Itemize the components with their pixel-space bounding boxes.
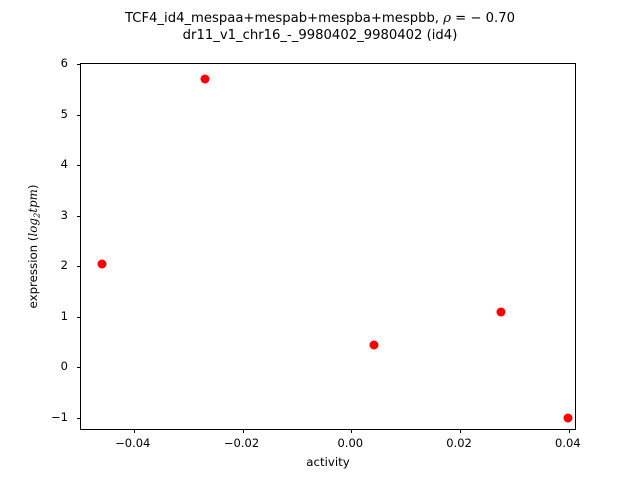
data-point-marker [563,413,573,423]
y-axis-tick [77,367,81,369]
y-axis-tick [77,114,81,116]
data-point-marker [496,307,506,317]
y-axis-tick [77,64,81,65]
x-axis-tick [133,429,135,433]
y-axis-tick [77,215,81,217]
rho-value: = − 0.70 [450,11,516,26]
y-axis-tick-label: −1 [51,409,68,424]
y-axis-tick-label: 6 [60,56,68,70]
x-axis-tick-label: 0.00 [337,436,364,450]
x-axis-tick-label: 0.02 [446,436,472,450]
x-axis-tick-label: 0.04 [555,436,581,450]
y-axis-tick [77,266,81,268]
x-axis-tick-label: −0.04 [115,436,151,450]
data-point-marker [369,340,379,350]
y-axis-label-math-sub: 2 [32,212,43,219]
y-axis-label-math-tail: tpm [26,189,40,213]
y-axis-tick [77,165,81,167]
chart-title-line-2: dr11_v1_chr16_-_9980402_9980402 (id4) [182,28,458,43]
x-axis-tick [568,429,570,433]
x-axis-label: activity [306,455,350,469]
chart-title: TCF4_id4_mespaa+mespab+mespba+mespbb, ρ … [0,10,640,44]
y-axis-tick-label: 2 [60,258,68,273]
y-axis-label-suffix: ) [26,184,40,190]
y-axis-label-prefix: expression ( [26,236,40,309]
chart-title-text: TCF4_id4_mespaa+mespab+mespba+mespbb, [124,11,444,26]
y-axis-tick [77,417,81,419]
data-point-marker [97,259,107,269]
x-axis-tick-label: −0.02 [223,436,260,450]
y-axis-tick-label: 5 [60,106,68,121]
y-axis-tick-label: 0 [60,359,68,374]
chart-title-line-1: TCF4_id4_mespaa+mespab+mespba+mespbb, ρ … [125,11,515,26]
plot-axes-area [77,63,576,433]
y-axis-tick-label: 1 [60,308,68,323]
y-axis-label: expression (log2tpm) [26,63,46,430]
x-axis-tick [242,429,244,433]
y-axis-tick-label: 3 [60,207,68,222]
rho-symbol: ρ [443,11,451,26]
x-axis-tick [351,429,353,433]
y-axis-tick-label: 4 [60,157,68,172]
data-point-marker [200,74,210,84]
x-axis-tick [460,429,462,433]
y-axis-tick [77,316,81,318]
y-axis-label-math-base: log [26,218,40,237]
